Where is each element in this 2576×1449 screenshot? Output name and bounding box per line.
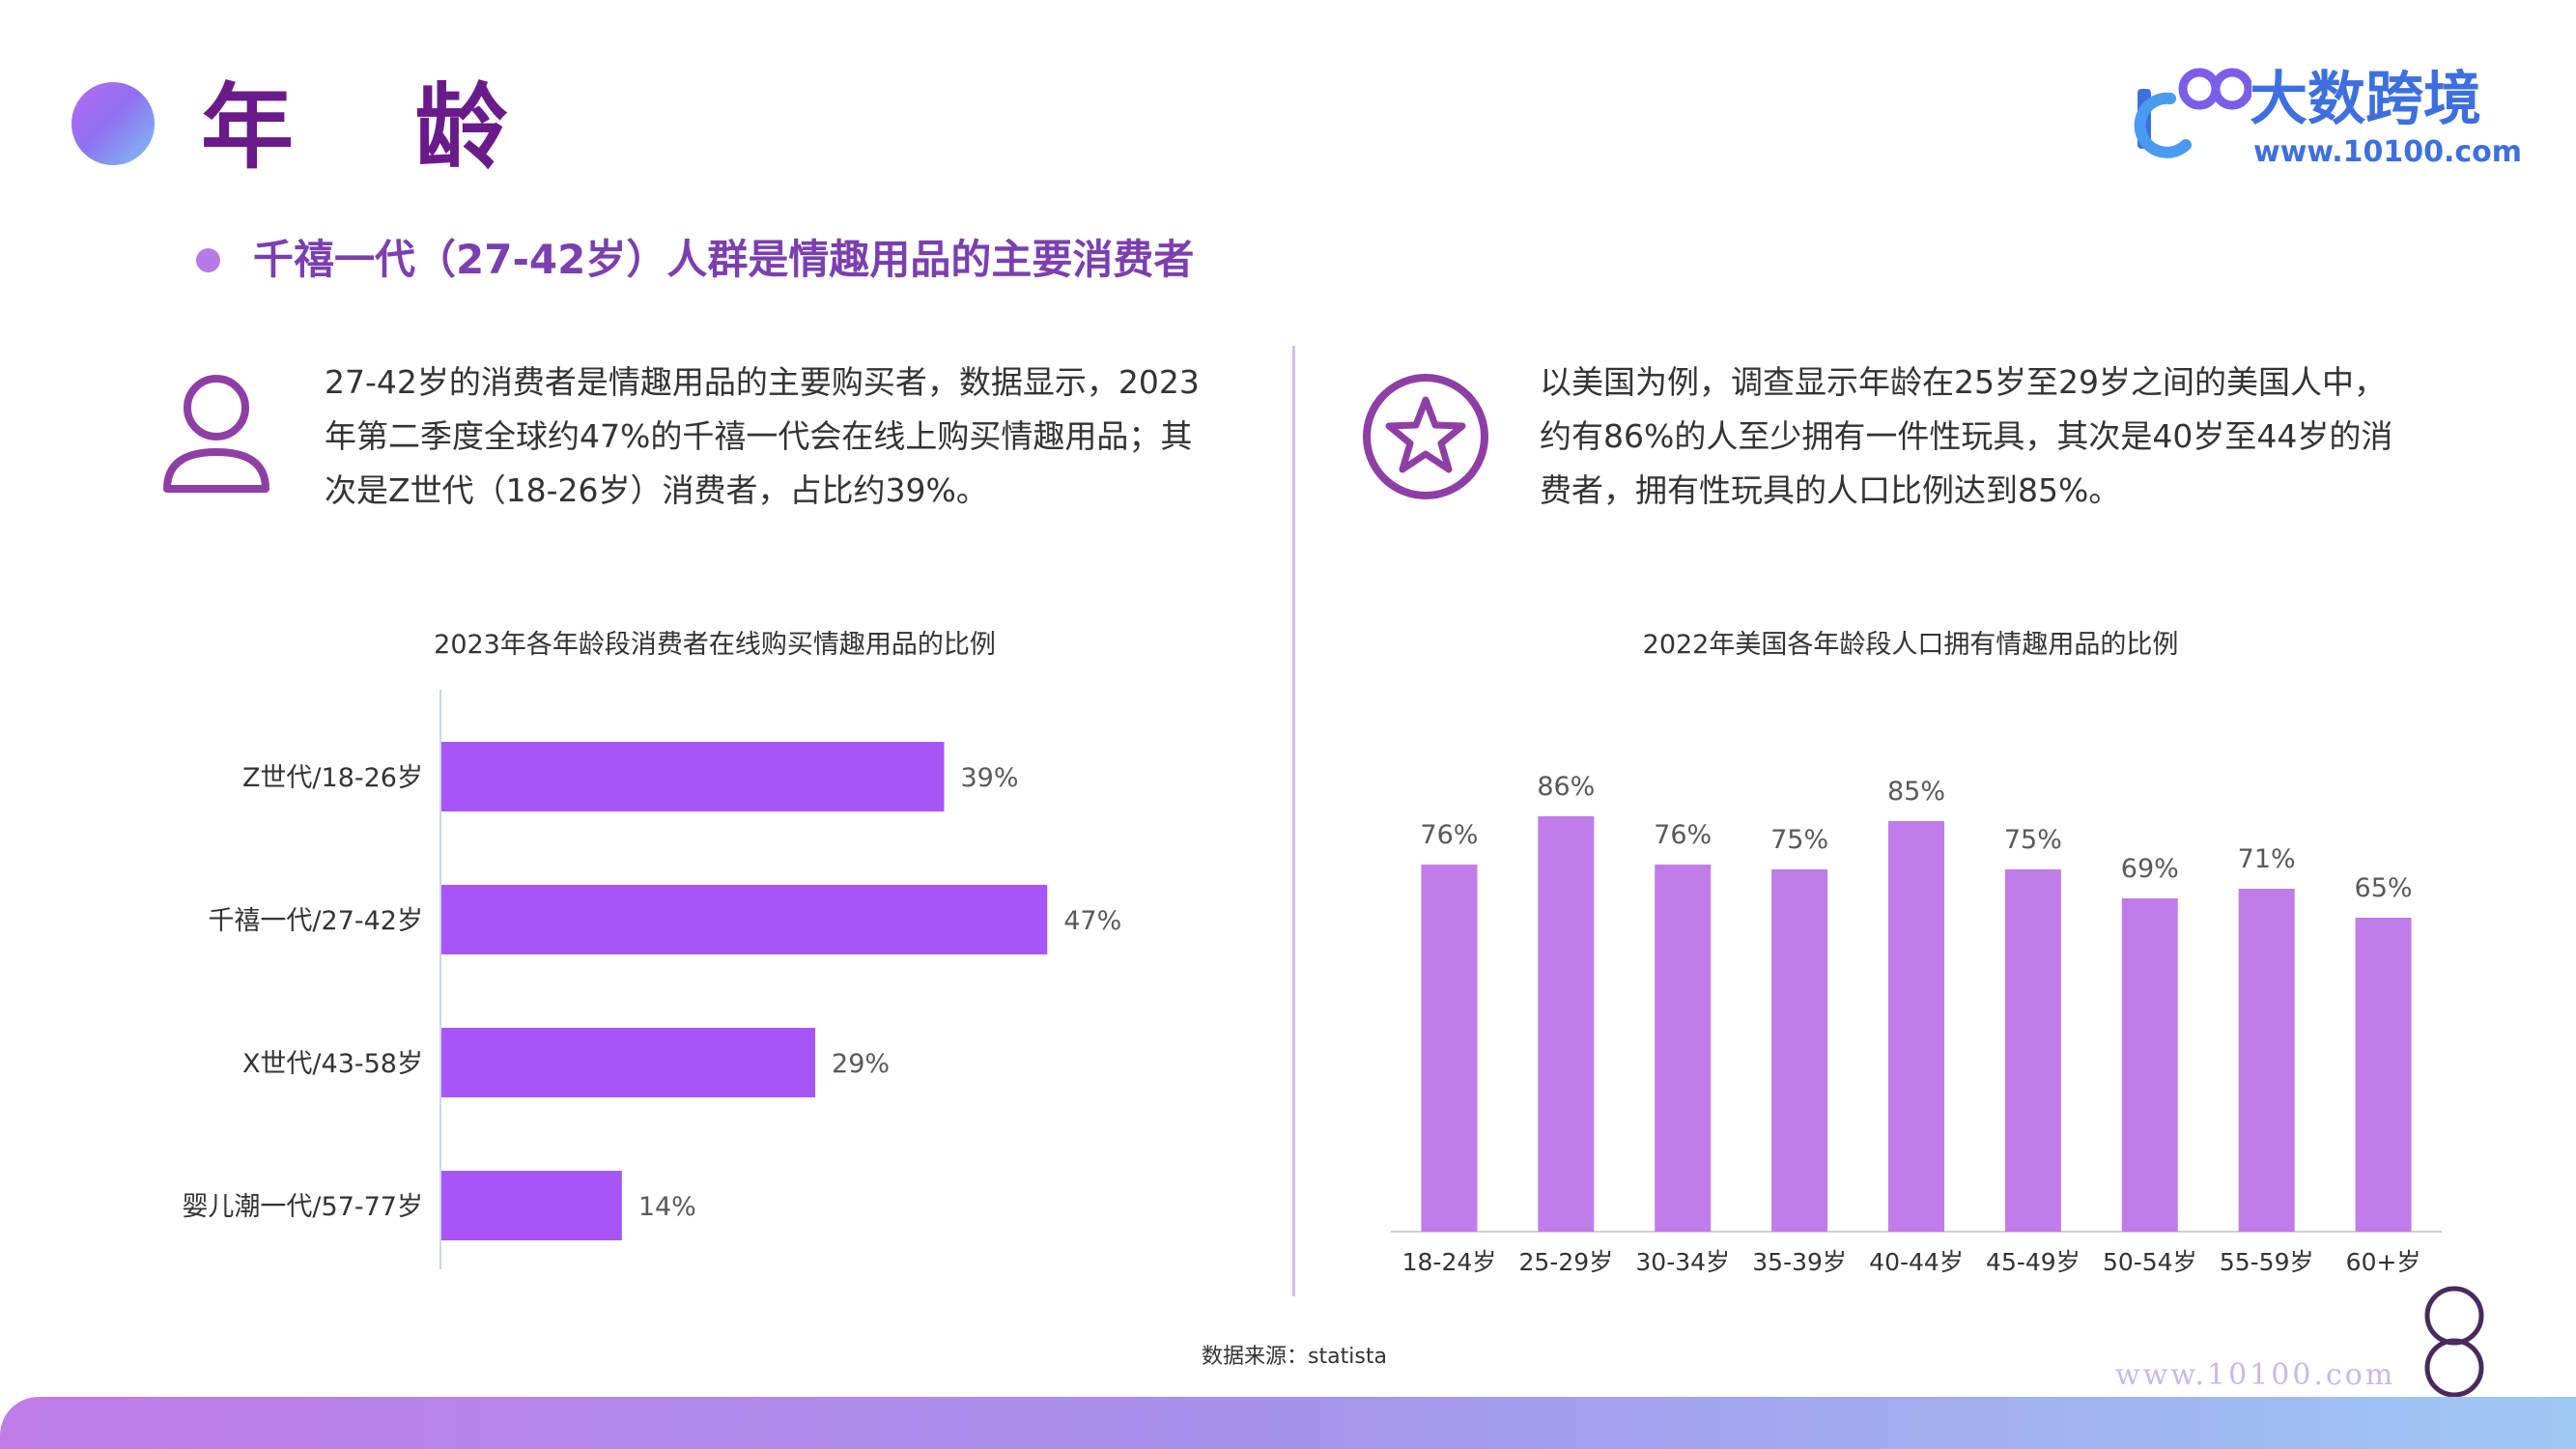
bottom-gradient-bar xyxy=(0,1397,2576,1449)
chart2-value-label: 69% xyxy=(2121,854,2179,884)
chart2-value-label: 76% xyxy=(1420,820,1478,850)
chart2-vertical-bar: 76% 18-24岁 86% 25-29岁 76% 30-34岁 75% 35-39岁 85% 4… xyxy=(1391,772,2442,1276)
chart2-category-label: 50-54岁 xyxy=(2103,1248,2197,1276)
chart1-bar xyxy=(441,1171,622,1240)
chart2-value-label: 65% xyxy=(2355,873,2413,903)
page-title: 年 龄 xyxy=(201,73,552,182)
subtitle: 千禧一代（27-42岁）人群是情趣用品的主要消费者 xyxy=(253,236,1195,283)
chart1-horizontal-bar: Z世代/18-26岁 39% 千禧一代/27-42岁 47% X世代/43-58岁 29%… xyxy=(182,690,1121,1269)
logo-mark-icon xyxy=(2134,68,2251,158)
chart2-bar xyxy=(2238,889,2295,1232)
watermark: www.10100.com xyxy=(2115,1358,2396,1392)
logo: 大数跨境 www.10100.com xyxy=(2128,60,2522,176)
chart2-category-label: 45-49岁 xyxy=(1986,1248,2081,1276)
chart2-value-label: 86% xyxy=(1537,772,1595,802)
chart1-bar xyxy=(441,885,1048,954)
chart2-category-label: 40-44岁 xyxy=(1869,1248,1964,1276)
chart1-category-label: 婴儿潮一代/57-77岁 xyxy=(182,1192,423,1222)
chart2-category-label: 60+岁 xyxy=(2346,1248,2421,1276)
chart2-bar xyxy=(1888,821,1944,1232)
chart1-value-label: 39% xyxy=(960,763,1018,793)
chart2-bar xyxy=(1421,865,1478,1232)
chart2-bar xyxy=(2004,869,2061,1232)
chart1-bar xyxy=(441,742,945,811)
chart2-bar xyxy=(2121,898,2178,1232)
chart2-value-label: 75% xyxy=(2004,825,2062,855)
chart2-bar xyxy=(1771,869,1828,1232)
chart2-category-label: 35-39岁 xyxy=(1752,1248,1847,1276)
chart2-bar xyxy=(1655,865,1712,1232)
chart2-bar xyxy=(2355,918,2412,1232)
chart1-value-label: 14% xyxy=(638,1192,696,1222)
chart2-value-label: 75% xyxy=(1770,825,1828,855)
chart2-value-label: 85% xyxy=(1887,777,1945,807)
chart2-category-label: 30-34岁 xyxy=(1635,1248,1730,1276)
left-description: 27-42岁的消费者是情趣用品的主要购买者，数据显示，2023年第二季度全球约4… xyxy=(325,363,1200,509)
chart1-category-label: 千禧一代/27-42岁 xyxy=(208,906,423,936)
chart2-category-label: 55-59岁 xyxy=(2220,1248,2314,1276)
person-icon xyxy=(163,375,269,493)
chart1-category-label: Z世代/18-26岁 xyxy=(242,763,423,793)
divider xyxy=(1292,346,1295,1296)
chart1-value-label: 29% xyxy=(832,1049,890,1079)
source-note: 数据来源：statista xyxy=(1202,1345,1387,1369)
bullet-dot-icon xyxy=(196,248,220,272)
chart2-value-label: 71% xyxy=(2238,844,2296,874)
chart2-category-label: 25-29岁 xyxy=(1519,1248,1614,1276)
logo-url: www.10100.com xyxy=(2253,135,2523,169)
chart2-bar xyxy=(1538,816,1595,1232)
rings-decoration-icon xyxy=(2424,1286,2484,1398)
chart2-title: 2022年美国各年龄段人口拥有情趣用品的比例 xyxy=(1642,630,2179,660)
right-description: 以美国为例，调查显示年龄在25岁至29岁之间的美国人中，约有86%的人至少拥有一… xyxy=(1540,363,2393,509)
star-icon xyxy=(1363,374,1488,499)
title-orb-icon xyxy=(71,82,155,165)
chart1-category-label: X世代/43-58岁 xyxy=(242,1049,423,1079)
chart2-category-label: 18-24岁 xyxy=(1402,1248,1497,1276)
chart1-bar xyxy=(441,1028,816,1097)
chart1-value-label: 47% xyxy=(1063,906,1121,936)
chart2-value-label: 76% xyxy=(1654,820,1712,850)
chart1-title: 2023年各年龄段消费者在线购买情趣用品的比例 xyxy=(434,630,996,660)
logo-name: 大数跨境 xyxy=(2250,66,2481,133)
